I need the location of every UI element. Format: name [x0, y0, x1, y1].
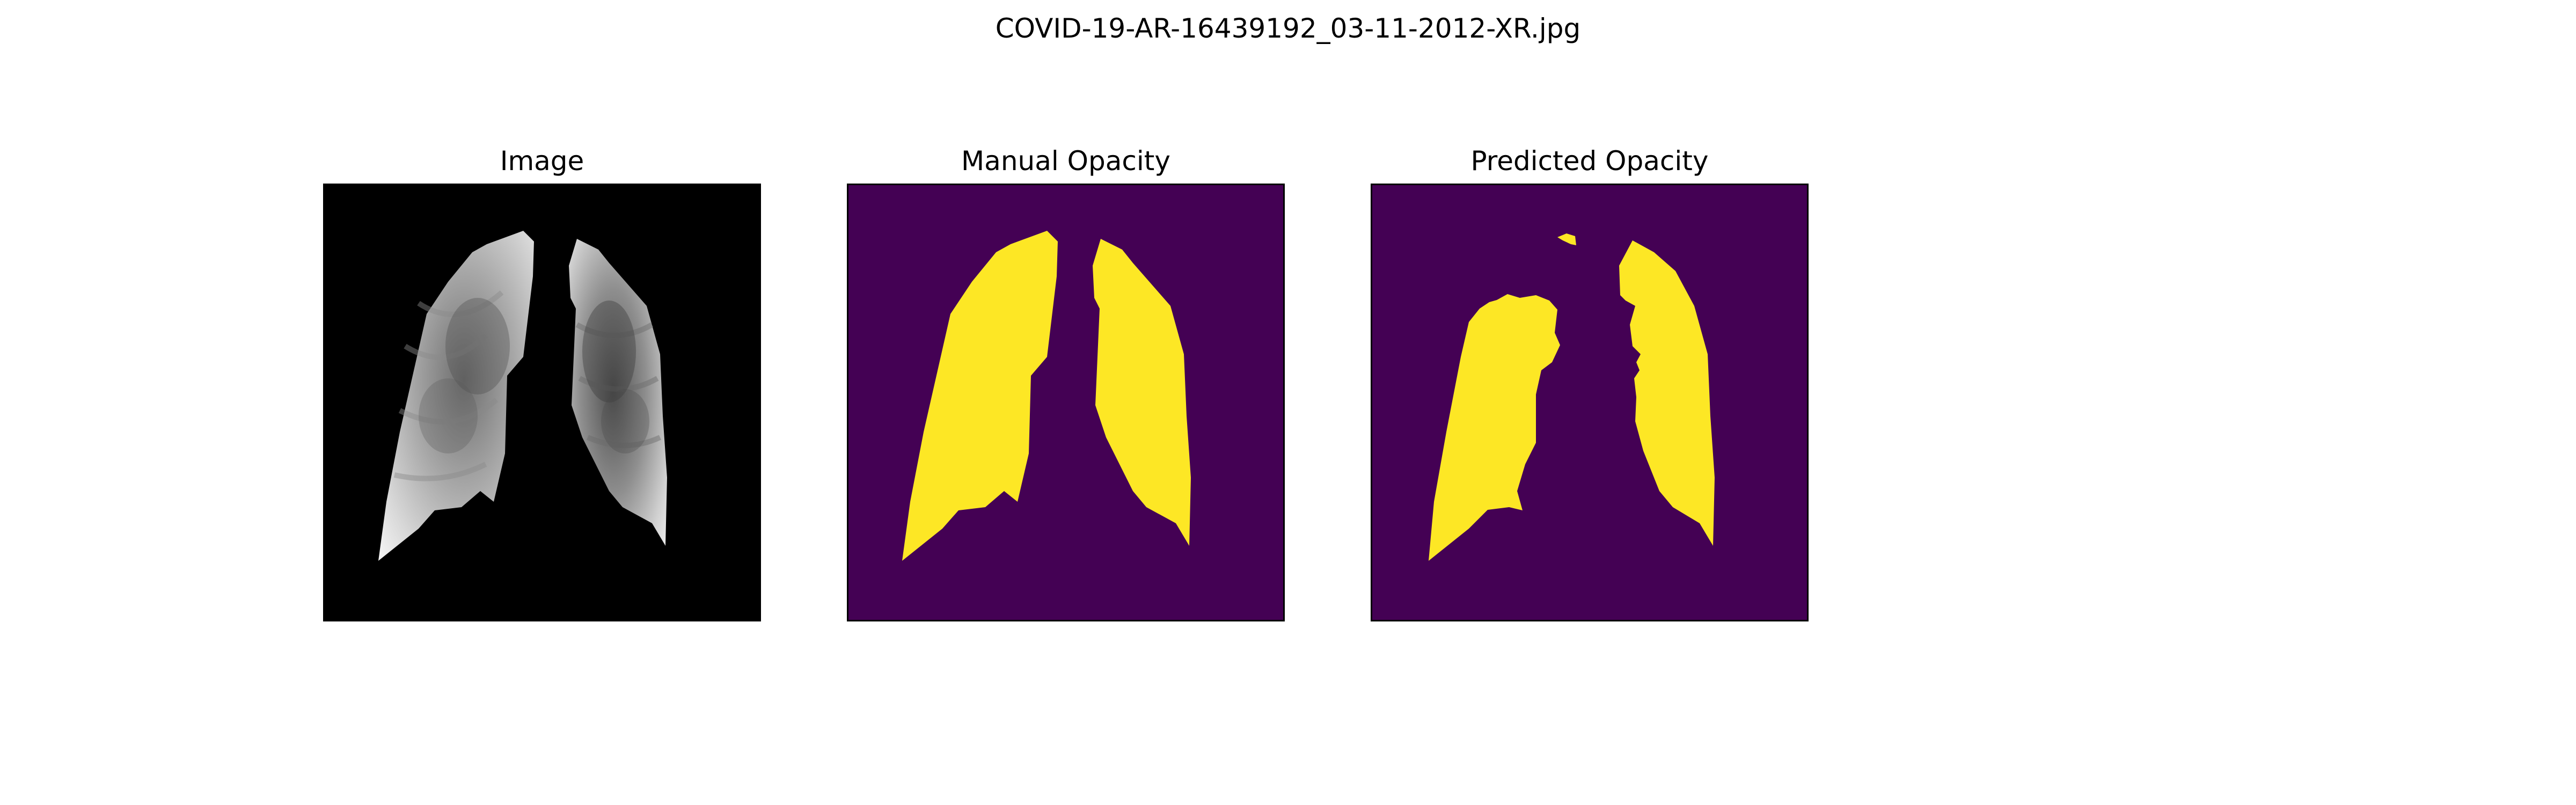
xray-image [325, 185, 759, 620]
predicted-small-region [1557, 233, 1576, 245]
predicted-mask-background [1372, 185, 1807, 620]
manual-opacity-mask [848, 185, 1283, 620]
manual-opacity-panel [847, 184, 1285, 621]
xray-left-lung [378, 231, 534, 561]
xray-image-panel [323, 184, 761, 621]
predicted-left-lung-region [1429, 294, 1560, 561]
figure-title: COVID-19-AR-16439192_03-11-2012-XR.jpg [995, 13, 1581, 44]
manual-right-lung-region [1093, 239, 1191, 546]
manual-mask-background [848, 185, 1283, 620]
panel-title-predicted-opacity: Predicted Opacity [1470, 145, 1709, 177]
panel-title-manual-opacity: Manual Opacity [961, 145, 1170, 177]
predicted-opacity-mask [1372, 185, 1807, 620]
xray-right-lung [569, 239, 667, 546]
xray-background [325, 185, 759, 620]
predicted-opacity-panel [1371, 184, 1809, 621]
panel-title-image: Image [500, 145, 584, 177]
manual-left-lung-region [902, 231, 1058, 561]
predicted-right-lung-region [1619, 240, 1715, 546]
